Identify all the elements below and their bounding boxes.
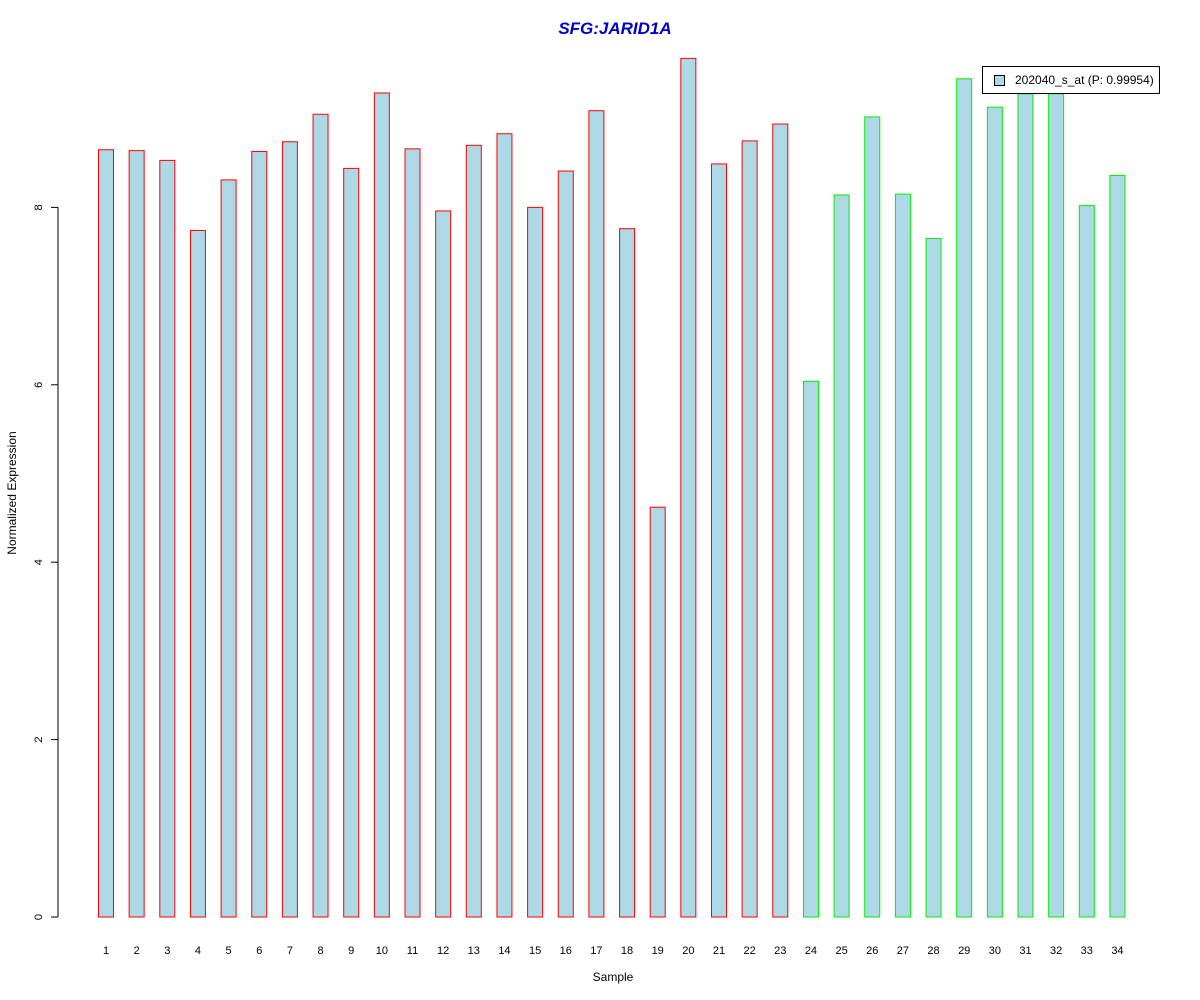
y-tick-label: 4: [33, 559, 45, 565]
bar: [802, 380, 819, 918]
x-tick-label: 14: [498, 945, 510, 957]
x-axis-label: Sample: [592, 970, 634, 984]
bar: [251, 151, 268, 918]
x-tick-label: 24: [805, 945, 817, 957]
y-tick-label: 8: [33, 204, 45, 210]
bar: [1017, 93, 1034, 918]
bar: [189, 229, 206, 918]
bars: [98, 57, 1126, 918]
x-tick-label: 13: [468, 945, 480, 957]
x-tick-label: 23: [774, 945, 786, 957]
x-tick-label: 10: [376, 945, 388, 957]
x-tick-label: 21: [713, 945, 725, 957]
x-tick-label: 27: [897, 945, 909, 957]
bar: [98, 149, 114, 918]
x-tick-label: 5: [226, 945, 232, 957]
bar: [1078, 205, 1095, 918]
bar: [711, 163, 727, 918]
bar: [1048, 93, 1065, 918]
bar: [281, 141, 298, 918]
x-tick-label: 32: [1050, 945, 1062, 957]
y-tick-label: 6: [33, 382, 45, 388]
x-tick-label: 15: [529, 945, 541, 957]
legend-label: 202040_s_at (P: 0.99954): [1015, 73, 1154, 87]
x-tick-label: 7: [287, 945, 293, 957]
x-tick-label: 17: [590, 945, 602, 957]
bar: [435, 210, 452, 918]
bar: [649, 506, 666, 918]
bar: [741, 140, 758, 918]
bar: [833, 194, 850, 918]
x-tick-label: 19: [652, 945, 664, 957]
bar: [527, 206, 544, 918]
bar: [159, 159, 176, 918]
y-tick-label: 0: [33, 914, 45, 920]
x-tick-label: 8: [317, 945, 323, 957]
bar: [619, 228, 636, 918]
x-tick-label: 33: [1081, 945, 1093, 957]
x-tick-label: 9: [348, 945, 354, 957]
legend: 202040_s_at (P: 0.99954): [982, 66, 1160, 94]
x-tick-label: 12: [437, 945, 449, 957]
bar: [404, 148, 421, 918]
x-tick-label: 26: [866, 945, 878, 957]
legend-swatch: [994, 74, 1005, 86]
bar: [557, 170, 574, 918]
chart-title: SFG:JARID1A: [558, 19, 672, 38]
x-tick-label: 6: [256, 945, 262, 957]
bar: [956, 78, 973, 918]
x-tick-label: 1: [103, 945, 109, 957]
x-tick-label: 25: [835, 945, 847, 957]
x-tick-label: 31: [1019, 945, 1031, 957]
y-axis-label: Normalized Expression: [5, 431, 19, 555]
bar: [343, 167, 360, 918]
x-tick-label: 30: [989, 945, 1001, 957]
bar: [312, 113, 329, 918]
x-tick-label: 22: [744, 945, 756, 957]
bar: [680, 57, 697, 918]
x-tick-label: 28: [927, 945, 939, 957]
x-tick-label: 29: [958, 945, 970, 957]
bar: [925, 237, 942, 918]
x-tick-label: 16: [560, 945, 572, 957]
x-tick-label: 18: [621, 945, 633, 957]
x-tick-label: 4: [195, 945, 201, 957]
bar: [772, 123, 789, 918]
x-tick-label: 34: [1111, 945, 1123, 957]
bar: [373, 92, 390, 918]
bar: [465, 144, 482, 918]
bar: [128, 150, 145, 918]
bar: [220, 179, 237, 918]
bar: [1109, 174, 1126, 918]
x-tick-label: 11: [407, 945, 418, 957]
bar: [894, 193, 911, 918]
x-tick-label: 20: [682, 945, 694, 957]
bar: [588, 110, 605, 918]
x-tick-labels: 1 2 3 4 5 6 7 8 9 10 11 12 13 14 15 16 17 18 19 20 21 22 23 24 2…: [103, 945, 1124, 957]
y-axis: 0 2 4 6 8: [33, 204, 59, 920]
x-tick-label: 3: [164, 945, 170, 957]
y-tick-label: 2: [33, 737, 45, 743]
x-tick-label: 2: [134, 945, 140, 957]
bar: [864, 116, 881, 918]
bar: [496, 133, 513, 918]
bar: [986, 106, 1003, 918]
